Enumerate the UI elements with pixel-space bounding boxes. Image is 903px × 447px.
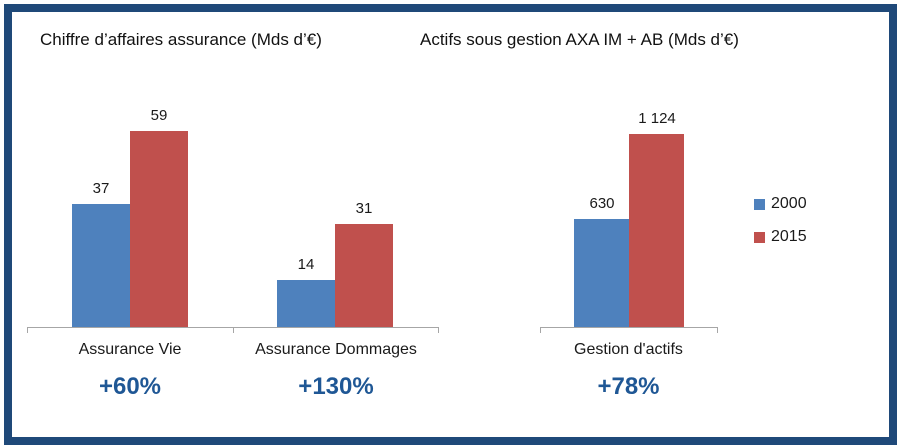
growth-label: +130%	[298, 373, 374, 400]
bar-value-label: 14	[297, 256, 315, 273]
axis-tick	[540, 327, 541, 333]
bar-value-label: 31	[355, 200, 373, 217]
bar-2015-assurance-vie	[130, 131, 188, 327]
bar-value-label: 630	[589, 195, 615, 212]
axis-tick	[717, 327, 718, 333]
panel-border	[4, 4, 897, 445]
chart-title-left: Chiffre d’affaires assurance (Mds d’€)	[40, 30, 322, 49]
category-label: Assurance Dommages	[255, 341, 417, 358]
bar-value-label: 59	[150, 107, 168, 124]
legend-label-2000: 2000	[771, 195, 807, 212]
bar-2015-gestion-d-actifs	[629, 134, 684, 327]
bar-2000-assurance-vie	[72, 204, 130, 327]
axis-tick	[233, 327, 234, 333]
growth-label: +60%	[98, 373, 162, 400]
legend-item-2000: 2000	[754, 195, 807, 212]
bar-value-label: 37	[92, 180, 110, 197]
bar-2015-assurance-dommages	[335, 224, 393, 327]
x-axis	[540, 327, 717, 328]
legend-swatch-2015	[754, 231, 765, 243]
legend-label-2015: 2015	[771, 228, 807, 245]
bar-2000-gestion-d-actifs	[574, 219, 629, 327]
category-label: Assurance Vie	[78, 341, 182, 358]
bar-value-label: 1 124	[638, 110, 676, 127]
axis-tick	[438, 327, 439, 333]
bar-2000-assurance-dommages	[277, 280, 335, 327]
legend-swatch-2000	[754, 198, 765, 210]
legend: 2000 2015	[754, 195, 807, 263]
x-axis	[27, 327, 438, 328]
legend-item-2015: 2015	[754, 228, 807, 245]
chart-title-right: Actifs sous gestion AXA IM + AB (Mds d’€…	[420, 30, 739, 49]
growth-label: +78%	[597, 373, 660, 400]
category-label: Gestion d'actifs	[574, 341, 683, 358]
axis-tick	[27, 327, 28, 333]
